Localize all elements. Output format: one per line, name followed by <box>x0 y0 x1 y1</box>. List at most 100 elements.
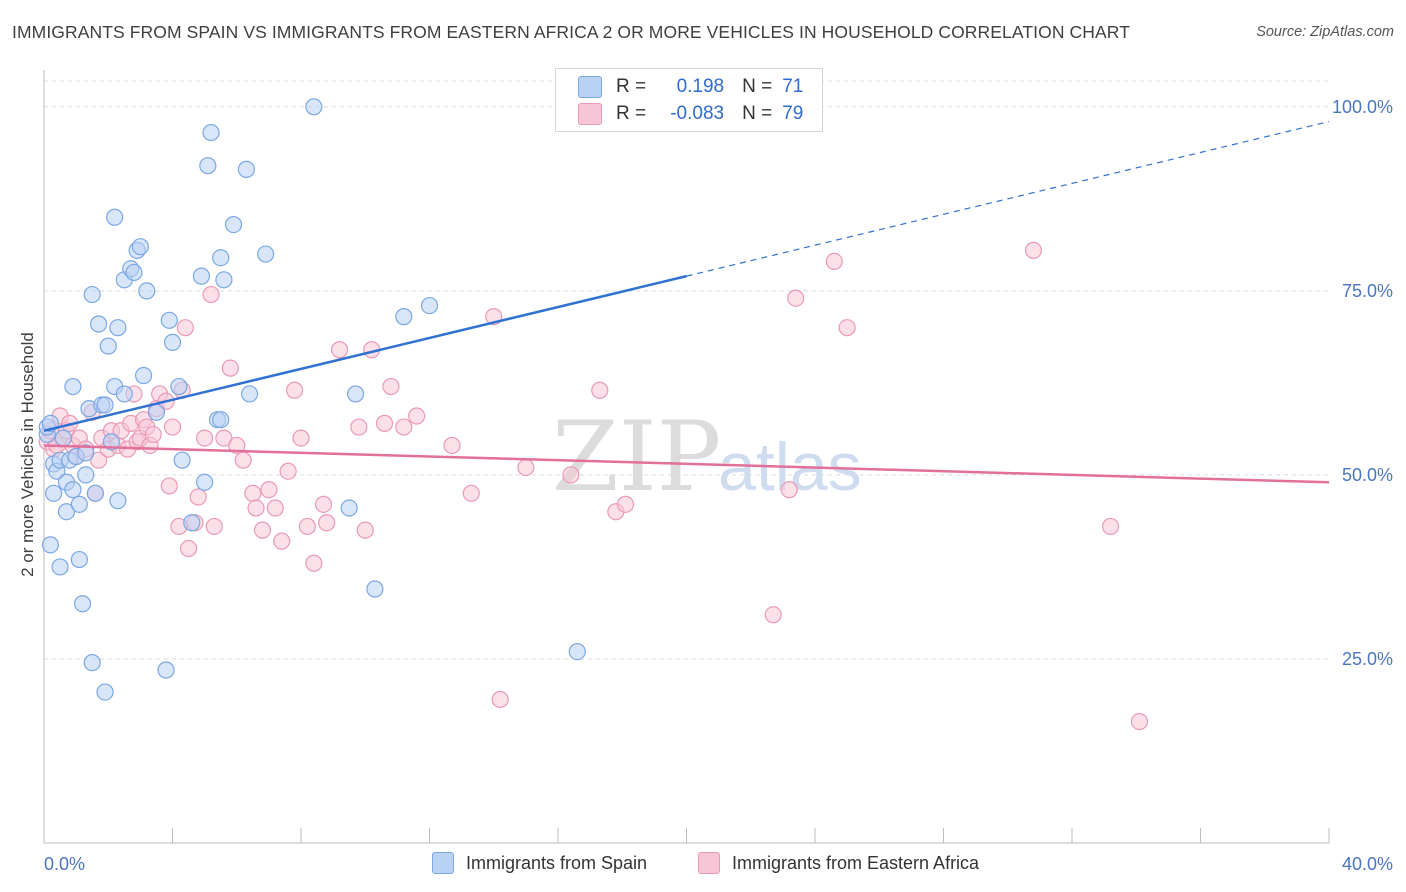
point-eastern-africa <box>244 484 262 502</box>
point-eastern-africa <box>825 252 843 271</box>
point-eastern-africa <box>764 606 782 624</box>
point-spain <box>45 484 63 502</box>
point-eastern-africa <box>215 429 233 447</box>
point-eastern-africa <box>408 407 426 425</box>
legend-row-eastern-africa: R = -0.083 N = 79 <box>578 101 803 127</box>
legend-swatch-spain <box>578 76 602 98</box>
point-spain <box>170 377 188 396</box>
legend-r-value: 0.198 <box>676 76 725 97</box>
point-eastern-africa <box>356 521 374 539</box>
point-spain <box>99 337 117 355</box>
point-eastern-africa <box>279 462 297 480</box>
point-spain <box>212 411 230 429</box>
point-eastern-africa <box>562 466 580 484</box>
legend-r-label: R = <box>616 76 647 97</box>
point-spain <box>109 492 127 510</box>
point-eastern-africa <box>163 418 182 436</box>
point-eastern-africa <box>221 359 239 377</box>
point-spain <box>96 396 114 414</box>
point-spain <box>420 296 439 315</box>
bottom-legend-swatch-spain <box>432 852 454 874</box>
point-spain <box>86 484 105 502</box>
point-eastern-africa <box>144 425 162 444</box>
point-spain <box>96 683 114 701</box>
point-eastern-africa <box>462 484 480 502</box>
point-spain <box>57 503 76 521</box>
point-eastern-africa <box>260 481 278 499</box>
point-spain <box>395 308 413 326</box>
point-eastern-africa <box>314 495 333 513</box>
point-spain <box>157 661 175 679</box>
point-eastern-africa <box>253 521 272 539</box>
watermark: ZIP atlas <box>552 401 862 513</box>
point-spain <box>196 473 214 491</box>
point-spain <box>237 160 255 178</box>
point-spain <box>77 466 95 484</box>
point-spain <box>106 208 124 226</box>
legend-n-value: 79 <box>782 103 804 124</box>
point-spain <box>54 429 72 447</box>
y-axis-title: 2 or more Vehicles in Household <box>18 332 37 577</box>
point-spain <box>224 216 243 234</box>
point-eastern-africa <box>787 289 805 307</box>
point-spain <box>70 495 88 513</box>
legend-n-label: N = <box>742 103 773 124</box>
point-eastern-africa <box>318 514 336 532</box>
point-eastern-africa <box>838 319 856 337</box>
legend-r-label: R = <box>616 103 647 124</box>
y-tick-label: 75.0% <box>1342 281 1393 301</box>
point-spain <box>115 385 133 403</box>
legend-r-value: -0.083 <box>670 103 725 124</box>
point-eastern-africa <box>160 477 178 495</box>
trendline-eastern-africa <box>43 444 1330 484</box>
point-eastern-africa <box>350 418 368 436</box>
point-spain <box>77 444 95 462</box>
point-spain <box>173 451 191 469</box>
point-spain <box>131 238 149 256</box>
point-eastern-africa <box>305 554 323 572</box>
bottom-legend-spain: Immigrants from Spain <box>432 852 647 874</box>
trendline-spain-extension <box>686 120 1330 277</box>
point-spain <box>147 403 166 421</box>
point-eastern-africa <box>285 381 304 399</box>
point-spain <box>305 98 323 116</box>
point-eastern-africa <box>273 532 291 550</box>
point-eastern-africa <box>1130 712 1149 731</box>
legend-swatch-eastern-africa <box>578 103 602 125</box>
point-eastern-africa <box>228 436 246 455</box>
bottom-legend-eastern-africa: Immigrants from Eastern Africa <box>698 852 979 874</box>
point-eastern-africa <box>517 458 535 477</box>
axes <box>43 70 1330 844</box>
point-spain <box>241 385 259 403</box>
point-spain <box>163 333 182 351</box>
point-spain <box>183 514 201 532</box>
point-eastern-africa <box>395 418 413 436</box>
point-spain <box>212 249 230 267</box>
bottom-legend-label-eastern-africa: Immigrants from Eastern Africa <box>732 852 980 873</box>
point-spain <box>51 558 69 576</box>
point-spain <box>138 282 156 300</box>
point-spain <box>134 366 153 385</box>
point-spain <box>192 267 211 285</box>
point-eastern-africa <box>443 436 461 455</box>
point-eastern-africa <box>382 377 400 396</box>
bottom-legend-swatch-eastern-africa <box>698 852 720 874</box>
point-eastern-africa <box>196 429 214 447</box>
chart-title: IMMIGRANTS FROM SPAIN VS IMMIGRANTS FROM… <box>12 22 1130 42</box>
point-spain <box>202 123 220 142</box>
watermark-zip: ZIP <box>552 401 721 513</box>
legend-n-label: N = <box>742 76 773 97</box>
trendlines <box>43 120 1330 484</box>
y-tick-label: 25.0% <box>1342 649 1393 669</box>
legend-n-value: 71 <box>782 76 804 97</box>
x-tick-label-min: 0.0% <box>44 854 85 874</box>
x-tick-label-max: 40.0% <box>1342 854 1393 874</box>
point-eastern-africa <box>591 381 609 399</box>
point-spain <box>102 433 121 451</box>
point-spain <box>160 311 178 329</box>
point-spain <box>125 263 143 282</box>
point-eastern-africa <box>189 488 207 506</box>
point-eastern-africa <box>616 495 635 513</box>
point-spain <box>70 550 88 569</box>
